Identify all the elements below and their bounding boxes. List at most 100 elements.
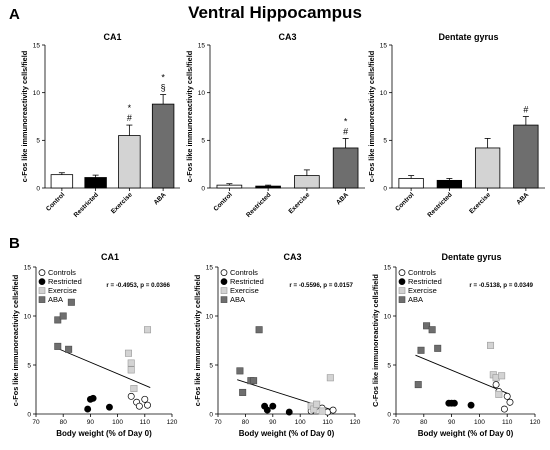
point-controls [144,401,151,409]
bar-control [216,184,243,189]
chart-title: Dentate gyrus [441,252,501,262]
point-restricted [84,405,92,413]
point-controls [492,381,500,389]
x-tick-label: 100 [474,419,485,426]
legend-marker-controls [220,269,228,276]
y-tick-label: 15 [33,42,41,49]
y-tick-label: 0 [387,411,391,418]
x-tick-label: 90 [269,419,277,426]
y-tick-label: 10 [198,90,206,97]
x-tick-label: 80 [420,419,428,426]
y-tick-label: 10 [24,313,32,320]
x-tick-label: 70 [32,419,40,426]
point-restricted [269,402,277,410]
legend-label: Restricted [48,277,82,286]
x-tick-label: 70 [392,419,400,426]
legend-label: Exercise [408,286,437,295]
category-label: Control [212,191,233,212]
chart-title: CA3 [278,32,296,42]
scatter-chart-3: 0 5 10 15 C-Fos like immunoreactivity cells/… [371,252,541,438]
y-axis-label: c-Fos like immunoreactivity cells/field [20,51,29,182]
legend-marker-exercise [38,287,46,294]
chart-title: CA1 [101,252,119,262]
point-controls [141,395,149,403]
y-tick-label: 5 [387,362,391,369]
point-controls [127,392,135,400]
point-restricted [450,399,458,407]
category-label: Restricted [245,191,272,218]
point-exercise [127,366,135,374]
y-tick-label: 5 [27,362,31,369]
bar-aba [151,103,175,189]
point-exercise [487,341,495,349]
scatter-chart-1: 0 5 10 15 c-Fos like immunoreactivity cells/… [11,252,178,438]
point-restricted [89,394,97,402]
category-label: ABA [153,191,168,206]
point-exercise [130,385,138,393]
y-axis-label: c-Fos like immunoreactivity cells/field [367,51,376,182]
point-controls [329,406,337,414]
bar-control [50,174,74,189]
bar-exercise [294,175,320,189]
point-controls [506,398,514,406]
point-exercise [318,407,326,415]
point-restricted [263,406,271,414]
regression-line [415,354,511,395]
point-aba [59,312,67,320]
point-exercise [326,374,334,382]
y-axis-label: C-Fos like immunoreactivity cells/field [371,274,380,407]
legend-marker-aba [38,296,46,303]
point-aba [417,346,425,354]
panel-b-label: B [9,235,20,252]
regression-line [54,346,151,388]
correlation-stat: r = -0.5596, p = 0.0157 [289,282,353,289]
legend-label: Exercise [48,286,77,295]
bar-restricted [84,177,107,189]
bar-chart-3: 0 5 10 15 c-Fos like immunoreactivity cells/… [367,32,545,219]
category-label: ABA [335,191,350,206]
point-exercise [313,400,321,408]
point-aba [434,344,442,352]
point-aba [239,388,247,396]
y-tick-label: 15 [24,264,32,271]
y-tick-label: 15 [380,42,388,49]
point-aba [255,326,263,334]
significance-mark: * [161,73,165,83]
category-label: Exercise [468,191,492,215]
x-tick-label: 80 [60,419,68,426]
point-aba [250,377,258,385]
legend-label: ABA [408,295,423,304]
y-tick-label: 10 [33,90,41,97]
x-tick-label: 90 [448,419,456,426]
point-restricted [105,403,113,411]
charts-layer: 0 5 10 15 c-Fos like immunoreactivity cells/… [11,32,545,438]
y-tick-label: 5 [209,362,213,369]
legend-marker-restricted [398,278,406,285]
x-tick-label: 100 [295,419,306,426]
y-tick-label: 10 [206,313,214,320]
point-aba [414,381,422,389]
y-tick-label: 5 [36,138,40,145]
panel-a-label: A [9,6,20,23]
point-aba [423,322,431,330]
legend-label: Restricted [408,277,442,286]
x-tick-label: 110 [322,419,333,426]
y-tick-label: 10 [380,90,388,97]
y-tick-label: 10 [384,313,392,320]
y-axis-label: c-Fos like immunoreactivity cells/field [185,51,194,182]
point-restricted [467,401,475,409]
figure-title: Ventral Hippocampus [188,3,362,22]
point-aba [54,316,62,324]
point-exercise [495,390,503,398]
x-axis-label: Body weight (% of Day 0) [239,429,335,438]
x-tick-label: 90 [87,419,95,426]
point-aba [428,326,436,334]
legend-marker-aba [220,296,228,303]
y-tick-label: 0 [383,185,387,192]
legend-marker-exercise [220,287,228,294]
bar-aba [332,147,359,189]
category-label: Restricted [426,191,453,218]
point-aba [65,345,73,353]
y-tick-label: 15 [206,264,214,271]
legend-label: Controls [230,268,258,277]
